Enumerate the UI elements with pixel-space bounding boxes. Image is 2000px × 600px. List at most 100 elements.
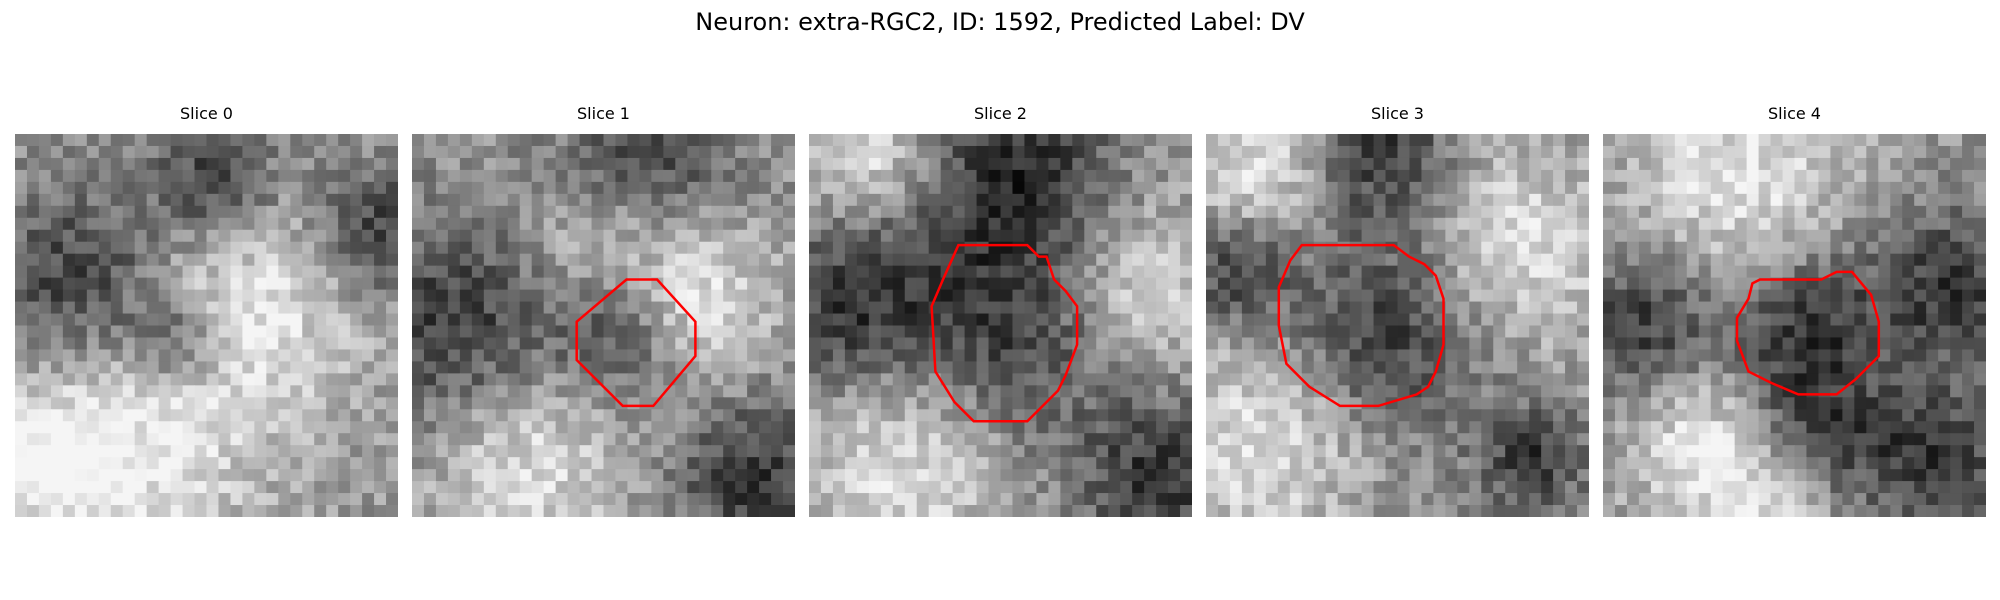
image-pixel <box>1614 301 1628 315</box>
image-pixel <box>747 277 760 291</box>
image-pixel <box>98 193 112 207</box>
image-pixel <box>519 181 533 195</box>
image-pixel <box>1734 277 1748 291</box>
image-pixel <box>1253 325 1267 339</box>
image-pixel <box>1277 373 1291 386</box>
image-pixel <box>567 145 581 159</box>
image-pixel <box>302 445 315 458</box>
image-pixel <box>1180 361 1192 374</box>
image-pixel <box>1842 337 1855 351</box>
image-pixel <box>880 265 894 279</box>
image-pixel <box>447 505 461 517</box>
image-pixel <box>1686 277 1700 291</box>
image-pixel <box>591 301 605 315</box>
image-pixel <box>1866 217 1879 231</box>
image-pixel <box>809 469 822 482</box>
image-pixel <box>507 469 521 482</box>
image-pixel <box>627 181 641 195</box>
image-pixel <box>218 469 232 482</box>
image-pixel <box>1108 361 1121 374</box>
image-pixel <box>435 157 449 171</box>
image-pixel <box>15 134 28 147</box>
image-pixel <box>639 385 652 398</box>
image-pixel <box>1457 217 1470 231</box>
image-pixel <box>1325 193 1339 207</box>
image-pixel <box>326 277 339 291</box>
image-pixel <box>1397 217 1411 231</box>
image-pixel <box>182 445 196 458</box>
image-pixel <box>495 313 509 327</box>
image-pixel <box>1168 373 1181 386</box>
image-pixel <box>627 457 641 470</box>
image-pixel <box>615 409 629 422</box>
image-pixel <box>952 265 966 279</box>
image-pixel <box>531 265 545 279</box>
image-pixel <box>1108 301 1121 315</box>
image-pixel <box>1626 229 1640 243</box>
image-pixel <box>326 253 339 267</box>
image-pixel <box>1517 169 1530 183</box>
image-pixel <box>1144 421 1157 434</box>
image-pixel <box>110 505 124 517</box>
image-pixel <box>783 217 795 231</box>
image-pixel <box>880 469 894 482</box>
image-pixel <box>26 493 40 506</box>
image-pixel <box>374 481 387 494</box>
image-pixel <box>1120 469 1133 482</box>
image-pixel <box>771 325 784 339</box>
image-pixel <box>1132 361 1145 374</box>
image-pixel <box>206 361 220 374</box>
image-pixel <box>1277 433 1291 446</box>
image-pixel <box>1650 337 1664 351</box>
image-pixel <box>1878 289 1891 303</box>
image-pixel <box>230 289 244 303</box>
image-pixel <box>290 433 303 446</box>
image-pixel <box>952 145 966 159</box>
image-pixel <box>1108 373 1121 386</box>
image-pixel <box>1180 337 1192 351</box>
image-pixel <box>832 301 846 315</box>
image-pixel <box>1060 157 1073 171</box>
image-pixel <box>26 134 40 147</box>
image-pixel <box>1577 289 1589 303</box>
image-pixel <box>1710 421 1724 434</box>
image-pixel <box>1084 361 1097 374</box>
image-pixel <box>627 373 641 386</box>
image-pixel <box>194 301 208 315</box>
image-pixel <box>1313 181 1327 195</box>
image-pixel <box>206 349 220 363</box>
image-pixel <box>1878 361 1891 374</box>
image-pixel <box>206 433 220 446</box>
image-pixel <box>1662 241 1676 255</box>
image-pixel <box>1156 421 1169 434</box>
image-pixel <box>1265 433 1279 446</box>
image-pixel <box>1265 361 1279 374</box>
image-pixel <box>1553 169 1566 183</box>
image-pixel <box>687 253 700 267</box>
image-pixel <box>1206 349 1219 363</box>
image-pixel <box>1024 169 1038 183</box>
image-pixel <box>1361 373 1375 386</box>
image-pixel <box>423 157 437 171</box>
image-pixel <box>302 145 315 159</box>
image-pixel <box>916 409 930 422</box>
image-pixel <box>1974 349 1986 363</box>
image-pixel <box>1517 181 1530 195</box>
image-pixel <box>254 385 267 398</box>
image-pixel <box>1253 349 1267 363</box>
image-pixel <box>1072 421 1085 434</box>
image-pixel <box>302 157 315 171</box>
image-pixel <box>844 253 858 267</box>
image-pixel <box>278 193 291 207</box>
image-pixel <box>122 505 136 517</box>
image-pixel <box>1662 433 1676 446</box>
image-pixel <box>1746 253 1760 267</box>
image-pixel <box>1048 361 1061 374</box>
image-pixel <box>38 181 52 195</box>
image-pixel <box>1060 373 1073 386</box>
slice-image <box>1206 134 1589 517</box>
image-pixel <box>1614 409 1628 422</box>
image-pixel <box>459 493 473 506</box>
image-pixel <box>1241 481 1255 494</box>
image-pixel <box>362 373 375 386</box>
